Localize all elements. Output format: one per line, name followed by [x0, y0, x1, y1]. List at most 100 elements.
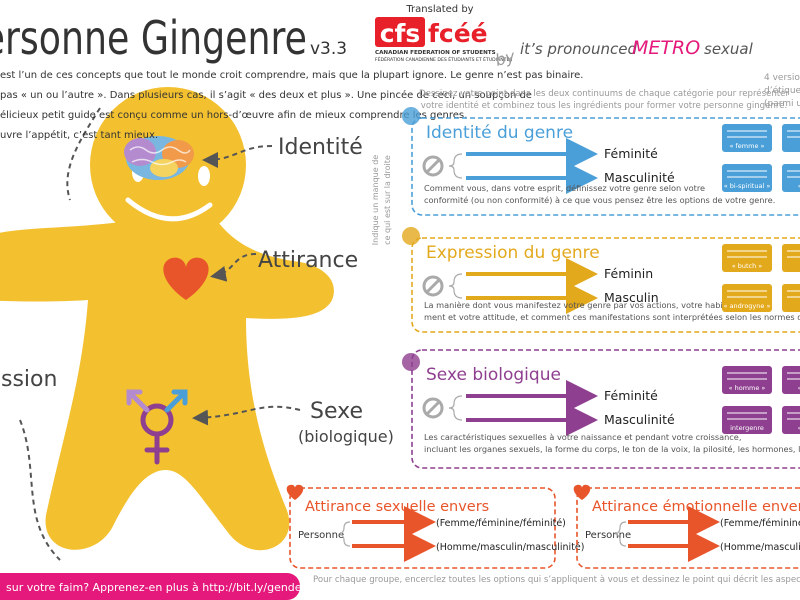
pole-label: Masculin — [604, 290, 659, 305]
attraction-frame — [576, 487, 800, 569]
logo-right: fcéé — [428, 19, 488, 48]
attraction-option: (Homme/masculin/masculinité) — [436, 542, 584, 553]
pointer — [66, 107, 101, 201]
intro-line: pas « un ou l’autre ». Dans plusieurs ca… — [0, 89, 532, 101]
side-note: Indique un manque de — [371, 155, 380, 245]
title-backing — [422, 363, 572, 385]
pointers — [19, 107, 301, 561]
figure-label: Expression — [0, 367, 57, 392]
section-icon — [402, 107, 420, 125]
pole-label: Masculinité — [604, 170, 675, 185]
version: v3.3 — [310, 39, 347, 59]
link-text: sur votre faim? Apprenez-en plus à http:… — [6, 581, 338, 594]
tag-label: « fem — [798, 424, 800, 432]
section-description: Les caractéristiques sexuelles à votre n… — [424, 432, 741, 442]
tag-label: « inte — [798, 182, 800, 190]
tag-card — [782, 124, 800, 152]
pole-label: Masculinité — [604, 412, 675, 427]
attraction-title: Attirance sexuelle envers — [305, 499, 489, 515]
section-icon — [402, 227, 420, 245]
pointer — [192, 405, 301, 426]
gender-symbol — [126, 389, 188, 465]
tag-label: « androgyne » — [724, 302, 771, 310]
attraction-option: (Homme/masculin/masculinité) — [720, 542, 800, 553]
section-icon — [402, 353, 420, 371]
tag-label: « fem — [798, 384, 800, 392]
tag-label: « bi-spiritual » — [724, 182, 771, 190]
credit-text: sexual — [704, 40, 754, 58]
title-backing — [300, 494, 520, 514]
figure-label: Attirance — [258, 248, 358, 273]
brain-icon — [124, 136, 194, 180]
section-description: incluant les organes sexuels, la forme d… — [424, 444, 800, 454]
pole-label: Féminin — [604, 266, 653, 281]
tag-label: « butch » — [732, 262, 763, 270]
section-title: Expression du genre — [426, 243, 600, 263]
intro-line: est l’un de ces concepts que tout le mon… — [0, 70, 583, 81]
attraction-subject: Personne — [298, 530, 344, 541]
brace — [448, 153, 463, 179]
translated-by: Translated by — [405, 4, 473, 15]
section-frame — [411, 349, 800, 469]
section-frame — [411, 237, 800, 333]
figure-label: Identité — [278, 135, 363, 160]
attraction-frame — [289, 487, 556, 569]
credit-by: by — [493, 46, 517, 70]
section-description: La manière dont vous manifestez votre ge… — [424, 300, 735, 310]
section-title: Sexe biologique — [426, 365, 561, 385]
title-backing — [422, 121, 572, 143]
intro-line: uvre l’appétit, c’est tant mieux. — [0, 129, 158, 141]
figure-label: Sexe — [310, 399, 363, 424]
credit-brand: METRO — [632, 37, 700, 59]
pole-label: Féminité — [604, 388, 658, 403]
brace — [448, 273, 463, 299]
logo-left: cfs — [380, 19, 421, 48]
instructions: votre identité et combinez tous les ingr… — [421, 100, 787, 111]
smile — [125, 197, 213, 222]
lack-symbol — [422, 397, 444, 419]
heart-icon — [573, 484, 591, 500]
attraction-subject: Personne — [585, 530, 631, 541]
figure-body — [0, 222, 334, 551]
lack-symbol — [422, 155, 444, 177]
lack-symbol — [422, 275, 444, 297]
lack-symbol — [425, 400, 441, 416]
link-banner — [0, 573, 300, 600]
section-description: conformité (ou non conformité) à ce que … — [424, 195, 775, 205]
attraction-option: (Femme/féminine/féminité) — [436, 518, 566, 529]
credit-text: it’s pronounced — [520, 40, 637, 58]
logo-box — [375, 17, 425, 47]
side-note: ce qui est sur la droite — [383, 155, 392, 245]
pointer — [19, 419, 61, 561]
brace — [448, 395, 463, 421]
footer-note: Pour chaque groupe, encerclez toutes les… — [313, 574, 800, 585]
title-backing — [587, 494, 800, 514]
eye — [198, 166, 210, 186]
attraction-option: (Femme/féminine/féminité) — [720, 518, 800, 529]
brace — [338, 521, 351, 547]
lack-symbol — [425, 158, 441, 174]
brace — [614, 521, 627, 547]
section-description: ment et votre attitude, et comment ces m… — [424, 312, 800, 322]
tag-card — [782, 284, 800, 312]
title-backing — [422, 241, 572, 263]
versions-note: 4 versions — [764, 73, 800, 83]
versions-note: d’étiquett — [764, 85, 800, 96]
org-name: CANADIAN FEDERATION OF STUDENTS — [375, 50, 496, 56]
heart-icon — [286, 484, 304, 500]
lack-symbol — [425, 278, 441, 294]
section-description: Comment vous, dans votre esprit, définis… — [424, 183, 705, 193]
tag-label: « homme » — [729, 384, 766, 392]
section-title: Identité du genre — [426, 123, 573, 143]
tag-label: « femme » — [729, 142, 764, 150]
section-frame — [411, 117, 800, 216]
org-name: FÉDÉRATION CANADIENNE DES ÉTUDIANTS ET É… — [375, 55, 512, 63]
pole-label: Féminité — [604, 146, 658, 161]
figure-label: (biologique) — [298, 427, 394, 446]
heart-icon — [163, 257, 209, 300]
tag-card — [782, 244, 800, 272]
attraction-title: Attirance émotionnelle envers — [592, 499, 800, 515]
intro-line: élicieux petit guide est conçu comme un … — [0, 109, 467, 121]
